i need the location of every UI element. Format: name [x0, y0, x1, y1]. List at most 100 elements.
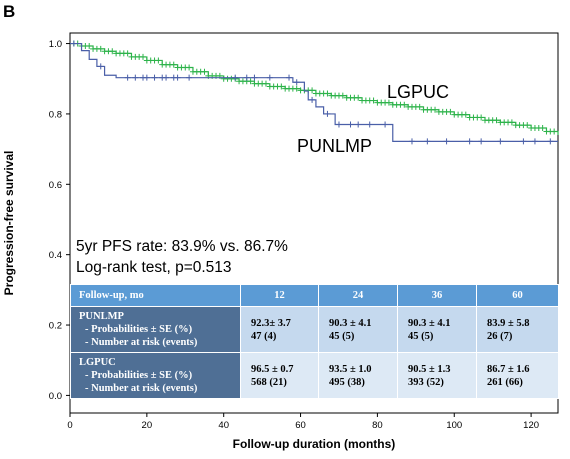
row-item-at-risk: - Number at risk (events) — [85, 383, 198, 394]
censor-mark-lgpuc — [524, 122, 531, 129]
table-row: PUNLMP - Probabilities ± SE (%) - Number… — [70, 306, 559, 353]
censor-mark-lgpuc — [339, 92, 346, 99]
censor-mark-punlmp — [124, 74, 131, 81]
series-label-punlmp: PUNLMP — [297, 136, 372, 156]
censor-mark-punlmp — [347, 121, 354, 128]
censor-mark-punlmp — [132, 74, 139, 81]
censor-mark-punlmp — [466, 138, 473, 145]
series-label-lgpuc: LGPUC — [387, 82, 449, 102]
censor-mark-lgpuc — [385, 99, 392, 106]
censor-mark-punlmp — [355, 121, 362, 128]
table-cell: 90.5 ± 1.3 393 (52) — [397, 352, 477, 399]
censor-mark-lgpuc — [86, 43, 93, 50]
y-tick-label: 0.8 — [49, 109, 62, 120]
x-tick-label: 0 — [67, 420, 72, 431]
censor-mark-lgpuc — [155, 57, 162, 64]
x-tick-label: 20 — [142, 420, 153, 431]
censor-mark-punlmp — [366, 121, 373, 128]
row-item-at-risk: - Number at risk (events) — [85, 337, 198, 348]
logrank-text: Log-rank test, p=0.513 — [76, 259, 232, 276]
x-axis-ticks: 0 20 40 60 80 100 120 — [67, 413, 539, 431]
censor-mark-punlmp — [335, 121, 342, 128]
censor-mark-lgpuc — [278, 83, 285, 90]
x-tick-label: 120 — [523, 420, 539, 431]
y-axis-ticks: 0.0 0.2 0.4 0.6 0.8 1.0 — [49, 39, 70, 402]
x-tick-label: 40 — [218, 420, 229, 431]
row-item-probabilities: - Probabilities ± SE (%) — [85, 324, 193, 335]
censor-mark-lgpuc — [201, 68, 208, 75]
plot-frame — [69, 32, 559, 414]
censor-mark-punlmp — [382, 121, 389, 128]
censor-mark-lgpuc — [432, 106, 439, 113]
censor-mark-lgpuc — [462, 111, 469, 118]
censor-mark-punlmp — [520, 138, 527, 145]
pfs-rate-text: 5yr PFS rate: 83.9% vs. 86.7% — [76, 238, 288, 255]
censor-mark-lgpuc — [370, 97, 377, 104]
row-item-probabilities: - Probabilities ± SE (%) — [85, 370, 193, 381]
x-axis-title: Follow-up duration (months) — [233, 437, 396, 451]
header-12: 12 — [240, 284, 319, 307]
censor-mark-lgpuc — [109, 48, 116, 55]
censor-mark-lgpuc — [262, 80, 269, 87]
table-cell: 96.5 ± 0.7 568 (21) — [240, 352, 319, 399]
y-tick-label: 0.6 — [49, 180, 62, 191]
table-cell: 90.3 ± 4.1 45 (5) — [397, 306, 477, 353]
censor-mark-lgpuc — [247, 78, 254, 85]
censor-mark-lgpuc — [293, 85, 300, 92]
table-cell: 92.3± 3.7 47 (4) — [240, 306, 319, 353]
censor-mark-lgpuc — [551, 128, 558, 135]
censor-mark-punlmp — [286, 74, 293, 81]
x-tick-label: 100 — [446, 420, 462, 431]
row-label: LGPUC - Probabilities ± SE (%) - Number … — [70, 352, 241, 399]
censor-mark-punlmp — [531, 138, 538, 145]
y-tick-label: 0.4 — [49, 250, 62, 261]
table-cell: 83.9 ± 5.8 26 (7) — [476, 306, 559, 353]
header-24: 24 — [318, 284, 398, 307]
cell-probability: 93.5 ± 1.0 — [329, 363, 372, 375]
cell-at-risk: 45 (5) — [329, 330, 355, 342]
cell-probability: 86.7 ± 1.6 — [487, 363, 530, 375]
censor-mark-lgpuc — [309, 87, 316, 94]
censor-mark-punlmp — [324, 110, 331, 117]
censor-mark-punlmp — [163, 74, 170, 81]
censor-mark-punlmp — [293, 79, 300, 86]
y-axis-title: Progression-free survival — [2, 151, 16, 296]
censor-mark-punlmp — [547, 138, 554, 145]
censor-mark-punlmp — [309, 96, 316, 103]
y-tick-label: 0.2 — [49, 321, 62, 332]
censor-mark-lgpuc — [186, 64, 193, 71]
cell-at-risk: 26 (7) — [487, 330, 513, 342]
table-row: LGPUC - Probabilities ± SE (%) - Number … — [70, 352, 559, 399]
censor-mark-punlmp — [497, 138, 504, 145]
group-name: PUNLMP — [79, 311, 124, 322]
row-label: PUNLMP - Probabilities ± SE (%) - Number… — [70, 306, 241, 353]
censor-mark-punlmp — [478, 138, 485, 145]
censor-mark-lgpuc — [416, 103, 423, 110]
risk-table-header: Follow-up, mo 12 24 36 60 — [70, 284, 559, 307]
header-followup: Follow-up, mo — [70, 284, 241, 307]
censor-mark-punlmp — [266, 74, 273, 81]
header-36: 36 — [397, 284, 477, 307]
pfs-summary: 5yr PFS rate: 83.9% vs. 86.7% Log-rank t… — [76, 236, 288, 278]
censor-mark-lgpuc — [508, 119, 515, 126]
cell-probability: 90.3 ± 4.1 — [408, 317, 451, 329]
cell-probability: 90.3 ± 4.1 — [329, 317, 372, 329]
cell-at-risk: 495 (38) — [329, 376, 365, 388]
survival-curves — [70, 40, 559, 145]
censor-mark-punlmp — [232, 74, 239, 81]
censor-mark-lgpuc — [478, 114, 485, 121]
x-tick-label: 60 — [295, 420, 306, 431]
censor-mark-punlmp — [424, 138, 431, 145]
table-cell: 86.7 ± 1.6 261 (66) — [476, 352, 559, 399]
censor-mark-punlmp — [174, 74, 181, 81]
cell-probability: 83.9 ± 5.8 — [487, 317, 530, 329]
cell-probability: 92.3± 3.7 — [251, 317, 291, 329]
panel-label: B — [3, 2, 16, 21]
censor-mark-punlmp — [186, 74, 193, 81]
censor-mark-lgpuc — [124, 50, 131, 57]
cell-probability: 96.5 ± 0.7 — [251, 363, 294, 375]
cell-at-risk: 45 (5) — [408, 330, 434, 342]
y-tick-label: 1.0 — [49, 39, 62, 50]
censor-mark-lgpuc — [447, 108, 454, 115]
